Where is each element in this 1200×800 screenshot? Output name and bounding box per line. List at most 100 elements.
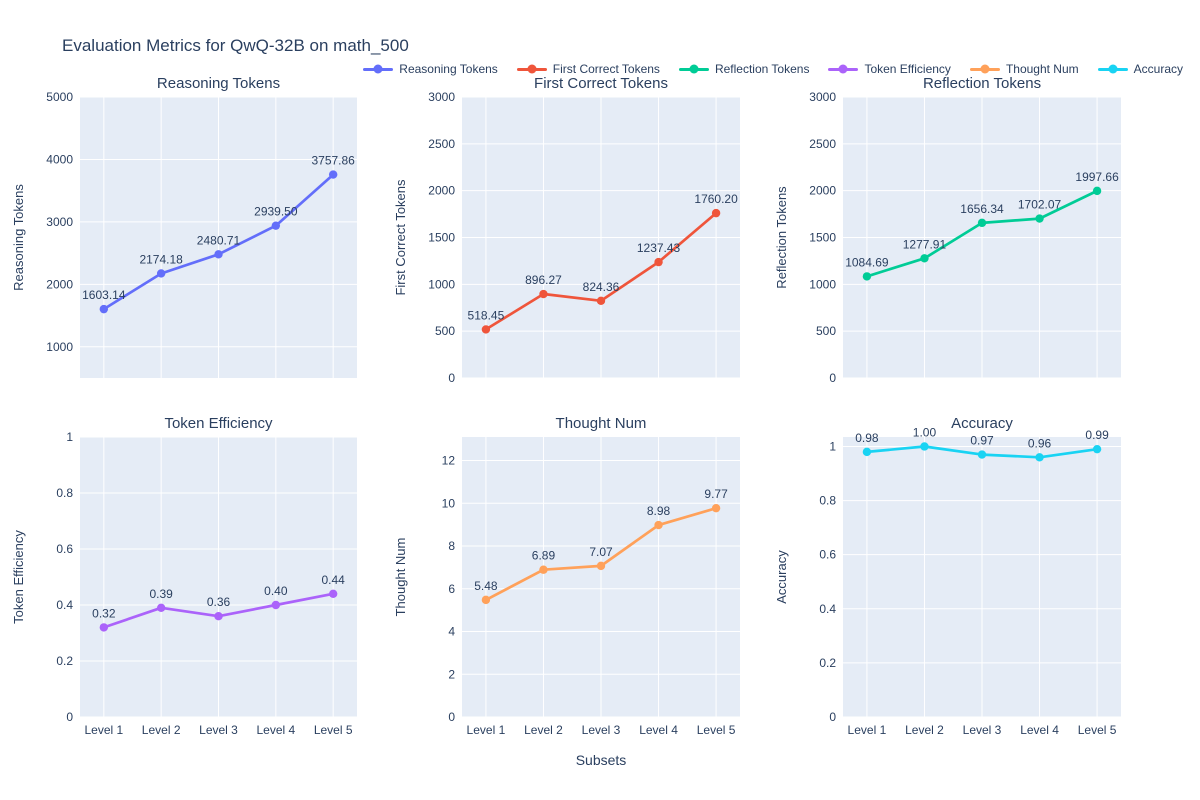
data-point[interactable]: [862, 447, 872, 457]
legend-label: First Correct Tokens: [552, 62, 660, 76]
data-point[interactable]: [711, 503, 721, 513]
y-tick-label: 1000: [46, 340, 73, 354]
y-tick-label: 2000: [46, 277, 73, 291]
y-tick-label: 500: [435, 324, 455, 338]
data-point[interactable]: [539, 565, 548, 574]
x-tick-label: Level 5: [1078, 723, 1117, 737]
y-tick-label: 8: [448, 539, 455, 553]
data-point[interactable]: [271, 221, 281, 230]
data-point[interactable]: [1092, 444, 1102, 454]
x-tick-label: Level 5: [314, 723, 353, 737]
data-point[interactable]: [920, 442, 929, 451]
data-point[interactable]: [99, 304, 109, 314]
legend-label: Reflection Tokens: [714, 62, 810, 76]
point-label: 2174.18: [139, 252, 183, 266]
y-axis-title: First Correct Tokens: [393, 179, 408, 296]
legend-label: Reasoning Tokens: [399, 62, 498, 76]
y-tick-label: 2500: [428, 137, 455, 151]
y-tick-label: 4000: [46, 152, 73, 166]
data-point[interactable]: [596, 296, 606, 305]
data-point[interactable]: [711, 208, 721, 218]
data-point[interactable]: [596, 561, 606, 571]
data-point[interactable]: [328, 589, 338, 598]
legend-line-marker-icon: [1097, 64, 1128, 74]
subplot-title: Accuracy: [951, 415, 1013, 432]
subplot-reasoning-tokens: 1000 2000 3000 4000 5000 1603.14 2174.18 2480.7…: [11, 75, 357, 378]
data-point[interactable]: [977, 218, 987, 228]
data-point[interactable]: [654, 520, 663, 530]
x-tick-label: Level 2: [524, 723, 563, 737]
point-label: 1.00: [913, 425, 937, 439]
y-tick-label: 0: [448, 710, 455, 724]
x-tick-label: Level 4: [1020, 723, 1059, 737]
legend-line-marker-icon: [969, 64, 1000, 74]
y-axis-title: Accuracy: [774, 550, 789, 604]
data-point[interactable]: [99, 623, 109, 632]
legend-line-marker-icon: [363, 64, 394, 74]
data-point[interactable]: [862, 272, 872, 281]
data-point[interactable]: [481, 325, 491, 334]
y-axis-title: Reflection Tokens: [774, 186, 789, 289]
point-label: 0.36: [207, 595, 231, 609]
point-label: 518.45: [468, 308, 505, 322]
x-tick-label: Level 4: [639, 723, 678, 737]
point-label: 6.89: [532, 549, 556, 563]
legend: Reasoning Tokens First Correct Tokens Refl…: [363, 62, 1183, 76]
legend-line-marker-icon: [678, 64, 709, 74]
data-point[interactable]: [920, 254, 929, 263]
y-tick-label: 3000: [428, 90, 455, 104]
data-point[interactable]: [1035, 453, 1044, 462]
data-point[interactable]: [977, 450, 987, 459]
data-point[interactable]: [328, 170, 338, 179]
legend-label: Token Efficiency: [864, 62, 951, 76]
y-tick-label: 0.6: [56, 542, 73, 556]
legend-item-reflection-tokens[interactable]: Reflection Tokens: [678, 62, 810, 76]
legend-dot-icon: [838, 64, 848, 74]
y-tick-label: 0: [829, 371, 836, 385]
data-point[interactable]: [1092, 186, 1102, 196]
legend-dot-icon: [373, 64, 383, 74]
point-label: 8.98: [647, 504, 671, 518]
x-tick-label: Level 3: [199, 723, 238, 737]
point-label: 0.96: [1028, 436, 1052, 450]
data-point[interactable]: [1035, 214, 1044, 223]
point-label: 1997.66: [1075, 170, 1119, 184]
y-tick-label: 0.2: [819, 656, 836, 670]
legend-item-thought-num[interactable]: Thought Num: [969, 62, 1079, 76]
legend-label: Thought Num: [1005, 62, 1079, 76]
point-label: 0.98: [855, 431, 879, 445]
legend-item-reasoning-tokens[interactable]: Reasoning Tokens: [363, 62, 498, 76]
data-point[interactable]: [539, 289, 548, 299]
y-tick-label: 0.8: [819, 494, 836, 508]
y-tick-label: 0: [66, 710, 73, 724]
point-label: 5.48: [474, 579, 498, 593]
legend-item-accuracy[interactable]: Accuracy: [1097, 62, 1183, 76]
legend-item-first-correct-tokens[interactable]: First Correct Tokens: [516, 62, 660, 76]
data-point[interactable]: [156, 269, 166, 278]
legend-line-marker-icon: [828, 64, 859, 74]
data-point[interactable]: [214, 612, 223, 621]
y-tick-label: 1500: [809, 231, 836, 245]
data-point[interactable]: [481, 595, 491, 605]
data-point[interactable]: [271, 600, 281, 610]
point-label: 7.07: [589, 545, 613, 559]
y-tick-label: 3000: [809, 90, 836, 104]
y-tick-label: 10: [442, 496, 456, 510]
point-label: 0.40: [264, 584, 288, 598]
point-label: 1237.43: [637, 241, 681, 255]
y-tick-label: 0: [448, 371, 455, 385]
y-tick-label: 1000: [428, 277, 455, 291]
y-axis-title: Thought Num: [393, 538, 408, 617]
data-point[interactable]: [654, 257, 663, 267]
data-point[interactable]: [156, 603, 166, 612]
data-point[interactable]: [214, 250, 223, 259]
point-label: 1702.07: [1018, 198, 1062, 212]
point-label: 0.39: [149, 587, 173, 601]
subplot-title: Reasoning Tokens: [157, 75, 280, 92]
legend-item-token-efficiency[interactable]: Token Efficiency: [828, 62, 951, 76]
y-tick-label: 1500: [428, 231, 455, 245]
point-label: 1656.34: [960, 202, 1004, 216]
y-tick-label: 2000: [428, 184, 455, 198]
point-label: 1084.69: [845, 255, 889, 269]
